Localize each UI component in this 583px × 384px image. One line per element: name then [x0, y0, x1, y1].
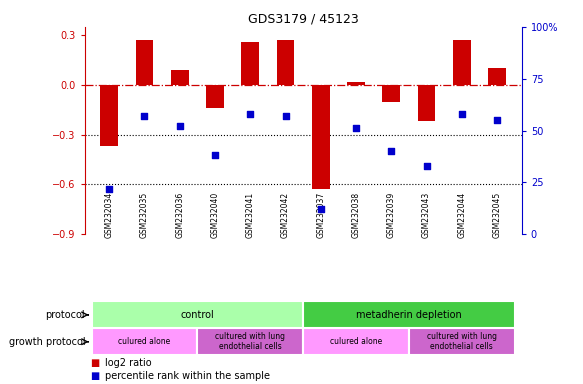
Bar [347, 82, 365, 85]
Bar [303, 301, 515, 328]
Text: GSM232041: GSM232041 [246, 192, 255, 238]
Text: ■: ■ [90, 371, 100, 381]
Text: culured alone: culured alone [330, 337, 382, 346]
Bar [489, 68, 506, 85]
Text: GSM232038: GSM232038 [352, 192, 360, 238]
Text: metadherin depletion: metadherin depletion [356, 310, 462, 320]
Bar [136, 40, 153, 85]
Text: ■: ■ [90, 358, 100, 368]
Text: GSM232034: GSM232034 [105, 191, 114, 238]
Text: GSM232035: GSM232035 [140, 191, 149, 238]
Bar [418, 85, 436, 121]
Text: GSM232045: GSM232045 [493, 191, 501, 238]
Text: GSM232039: GSM232039 [387, 191, 396, 238]
Text: GSM232044: GSM232044 [457, 191, 466, 238]
Point [245, 111, 255, 117]
Bar [382, 85, 400, 101]
Text: log2 ratio: log2 ratio [105, 358, 152, 368]
Bar [206, 85, 224, 108]
Text: control: control [181, 310, 214, 320]
Text: culured alone: culured alone [118, 337, 171, 346]
Text: cultured with lung
endothelial cells: cultured with lung endothelial cells [427, 332, 497, 351]
Bar [453, 40, 470, 85]
Bar [303, 328, 409, 355]
Bar [198, 328, 303, 355]
Bar [171, 70, 188, 85]
Bar [312, 85, 329, 189]
Text: growth protocol: growth protocol [9, 337, 85, 347]
Bar [92, 328, 198, 355]
Text: percentile rank within the sample: percentile rank within the sample [105, 371, 270, 381]
Point [457, 111, 466, 117]
Text: GSM232043: GSM232043 [422, 191, 431, 238]
Bar [277, 40, 294, 85]
Point [316, 206, 325, 212]
Text: GSM232040: GSM232040 [210, 191, 220, 238]
Text: GSM232036: GSM232036 [175, 191, 184, 238]
Point [352, 126, 361, 132]
Bar [241, 42, 259, 85]
Text: cultured with lung
endothelial cells: cultured with lung endothelial cells [215, 332, 285, 351]
Bar [92, 301, 303, 328]
Point [104, 185, 114, 192]
Bar [409, 328, 515, 355]
Text: protocol: protocol [45, 310, 85, 320]
Text: GSM232042: GSM232042 [281, 192, 290, 238]
Text: GSM232037: GSM232037 [317, 191, 325, 238]
Point [281, 113, 290, 119]
Point [210, 152, 220, 159]
Bar [100, 85, 118, 146]
Point [493, 117, 502, 123]
Point [387, 148, 396, 154]
Title: GDS3179 / 45123: GDS3179 / 45123 [248, 13, 359, 26]
Point [175, 123, 184, 129]
Point [140, 113, 149, 119]
Point [422, 163, 431, 169]
